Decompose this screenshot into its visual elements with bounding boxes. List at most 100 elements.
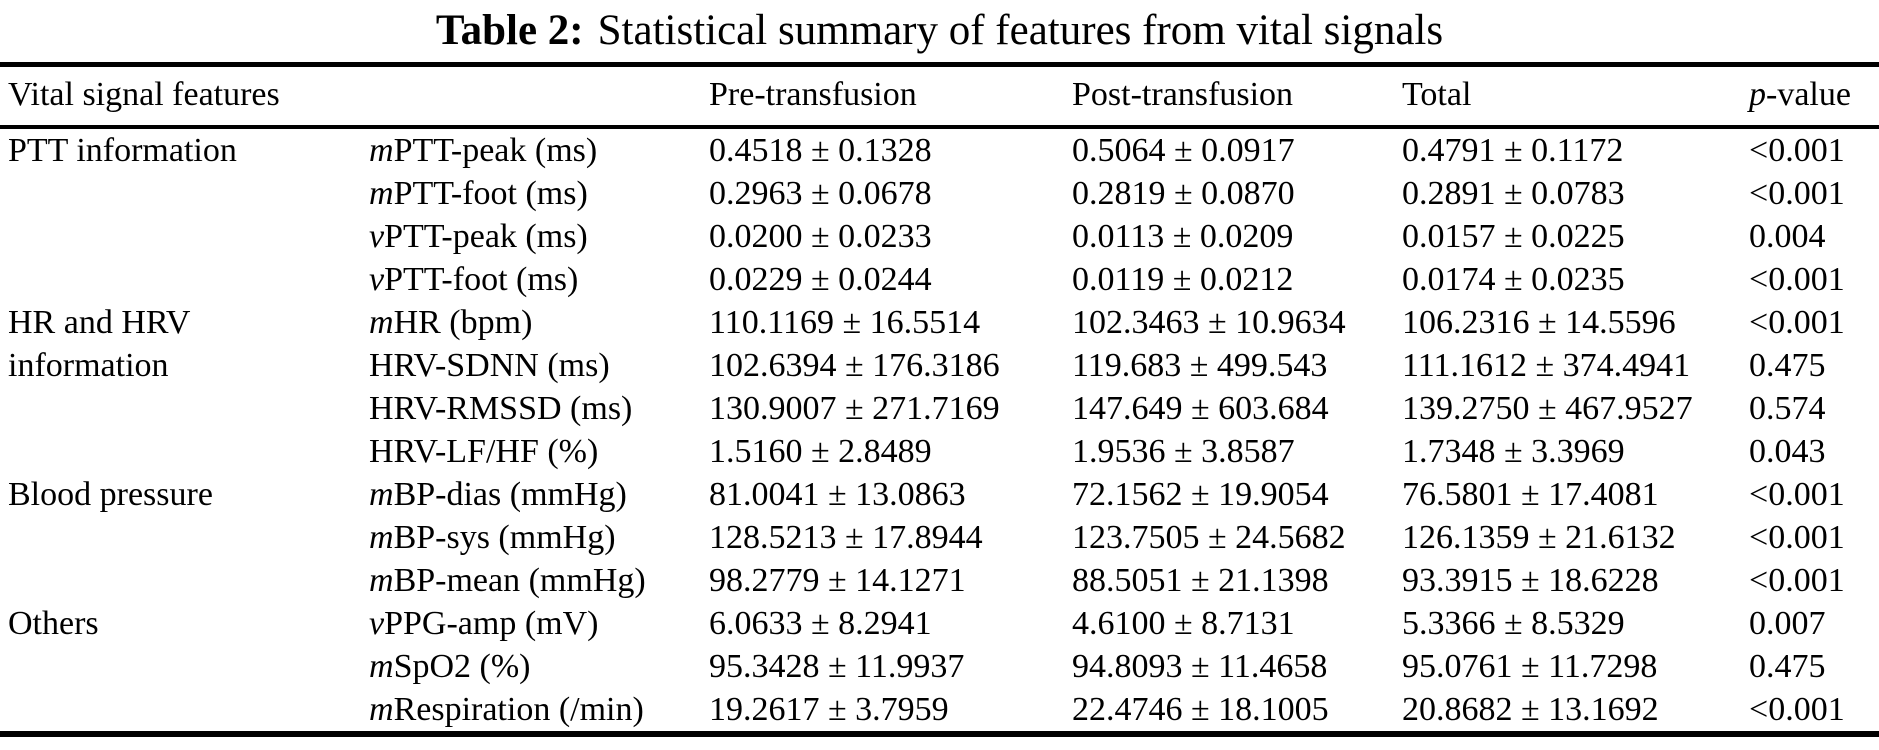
header-p-value-prefix: p <box>1749 76 1767 113</box>
feature-prefix: v <box>369 218 385 255</box>
total-cell: 5.3366 ± 8.5329 <box>1402 605 1625 642</box>
post-transfusion-cell: 72.1562 ± 19.9054 <box>1072 476 1329 513</box>
group-cell <box>0 645 369 688</box>
feature-cell: HRV-SDNN (ms) <box>369 344 709 387</box>
post-transfusion-cell: 94.8093 ± 11.4658 <box>1072 648 1328 685</box>
pre-transfusion-cell: 0.4518 ± 0.1328 <box>709 132 932 169</box>
group-cell <box>0 559 369 602</box>
feature-name: PTT-peak (ms) <box>393 132 598 169</box>
feature-name: SpO2 (%) <box>393 648 531 685</box>
feature-name: HR (bpm) <box>393 304 533 341</box>
pre-transfusion-cell: 95.3428 ± 11.9937 <box>709 648 965 685</box>
post-transfusion-cell: 0.5064 ± 0.0917 <box>1072 132 1295 169</box>
total-cell: 0.0174 ± 0.0235 <box>1402 261 1625 298</box>
feature-prefix: m <box>369 476 394 513</box>
header-total: Total <box>1402 62 1750 129</box>
group-cell: Blood pressure <box>8 476 213 513</box>
feature-cell: mSpO2 (%) <box>369 645 709 688</box>
p-value-cell: 0.004 <box>1749 218 1826 255</box>
p-value-cell: <0.001 <box>1749 519 1845 556</box>
pre-transfusion-cell: 102.6394 ± 176.3186 <box>709 347 1000 384</box>
pre-transfusion-cell: 0.0229 ± 0.0244 <box>709 261 932 298</box>
vital-signals-table: Vital signal features Pre-transfusion Po… <box>0 62 1879 737</box>
feature-cell: vPPG-amp (mV) <box>369 602 709 645</box>
post-transfusion-cell: 123.7505 ± 24.5682 <box>1072 519 1346 556</box>
pre-transfusion-cell: 1.5160 ± 2.8489 <box>709 433 932 470</box>
feature-name: PTT-foot (ms) <box>393 175 588 212</box>
pre-transfusion-cell: 6.0633 ± 8.2941 <box>709 605 932 642</box>
table-row: mSpO2 (%) 95.3428 ± 11.9937 94.8093 ± 11… <box>0 645 1879 688</box>
post-transfusion-cell: 4.6100 ± 8.7131 <box>1072 605 1295 642</box>
p-value-cell: <0.001 <box>1749 132 1845 169</box>
p-value-cell: <0.001 <box>1749 691 1845 728</box>
pre-transfusion-cell: 110.1169 ± 16.5514 <box>709 304 981 341</box>
pre-transfusion-cell: 0.2963 ± 0.0678 <box>709 175 932 212</box>
post-transfusion-cell: 88.5051 ± 21.1398 <box>1072 562 1329 599</box>
feature-cell: mPTT-peak (ms) <box>369 127 709 172</box>
group-cell: Others <box>8 605 99 642</box>
post-transfusion-cell: 0.0119 ± 0.0212 <box>1072 261 1294 298</box>
post-transfusion-cell: 0.2819 ± 0.0870 <box>1072 175 1295 212</box>
post-transfusion-cell: 1.9536 ± 3.8587 <box>1072 433 1295 470</box>
total-cell: 0.2891 ± 0.0783 <box>1402 175 1625 212</box>
group-cell: PTT information <box>8 132 237 169</box>
total-cell: 95.0761 ± 11.7298 <box>1402 648 1658 685</box>
header-pre-transfusion: Pre-transfusion <box>709 62 1073 129</box>
feature-cell: vPTT-foot (ms) <box>369 258 709 301</box>
header-p-value: p-value <box>1749 62 1879 129</box>
feature-name: PTT-peak (ms) <box>384 218 588 255</box>
pre-transfusion-cell: 81.0041 ± 13.0863 <box>709 476 966 513</box>
group-cell <box>0 387 369 430</box>
group-cell: information <box>8 347 169 384</box>
total-cell: 76.5801 ± 17.4081 <box>1402 476 1659 513</box>
feature-cell: mBP-sys (mmHg) <box>369 516 709 559</box>
total-cell: 20.8682 ± 13.1692 <box>1402 691 1659 728</box>
p-value-cell: <0.001 <box>1749 304 1845 341</box>
post-transfusion-cell: 0.0113 ± 0.0209 <box>1072 218 1294 255</box>
feature-cell: mBP-dias (mmHg) <box>369 473 709 516</box>
pre-transfusion-cell: 98.2779 ± 14.1271 <box>709 562 966 599</box>
total-cell: 0.0157 ± 0.0225 <box>1402 218 1625 255</box>
post-transfusion-cell: 22.4746 ± 18.1005 <box>1072 691 1329 728</box>
feature-cell: HRV-RMSSD (ms) <box>369 387 709 430</box>
total-cell: 106.2316 ± 14.5596 <box>1402 304 1676 341</box>
table-body: PTT information mPTT-peak (ms) 0.4518 ± … <box>0 127 1879 734</box>
table-row: vPTT-peak (ms) 0.0200 ± 0.0233 0.0113 ± … <box>0 215 1879 258</box>
p-value-cell: <0.001 <box>1749 562 1845 599</box>
header-vital-signal-features: Vital signal features <box>0 62 710 129</box>
feature-name: BP-dias (mmHg) <box>393 476 627 513</box>
p-value-cell: 0.475 <box>1749 648 1826 685</box>
p-value-cell: 0.043 <box>1749 433 1826 470</box>
p-value-cell: 0.574 <box>1749 390 1826 427</box>
table-row: information HRV-SDNN (ms) 102.6394 ± 176… <box>0 344 1879 387</box>
feature-cell: vPTT-peak (ms) <box>369 215 709 258</box>
group-cell: HR and HRV <box>8 304 191 341</box>
header-p-value-suffix: -value <box>1766 76 1851 113</box>
group-cell <box>0 258 369 301</box>
feature-prefix: m <box>369 175 394 212</box>
table-row: HRV-LF/HF (%) 1.5160 ± 2.8489 1.9536 ± 3… <box>0 430 1879 473</box>
total-cell: 139.2750 ± 467.9527 <box>1402 390 1693 427</box>
feature-prefix: m <box>369 132 394 169</box>
total-cell: 1.7348 ± 3.3969 <box>1402 433 1625 470</box>
pre-transfusion-cell: 0.0200 ± 0.0233 <box>709 218 932 255</box>
table-row: Others vPPG-amp (mV) 6.0633 ± 8.2941 4.6… <box>0 602 1879 645</box>
feature-cell: mRespiration (/min) <box>369 688 709 734</box>
feature-prefix: v <box>369 261 385 298</box>
total-cell: 126.1359 ± 21.6132 <box>1402 519 1676 556</box>
feature-name: PPG-amp (mV) <box>384 605 599 642</box>
post-transfusion-cell: 102.3463 ± 10.9634 <box>1072 304 1346 341</box>
feature-name: PTT-foot (ms) <box>384 261 579 298</box>
feature-cell: mHR (bpm) <box>369 301 709 344</box>
feature-prefix: m <box>369 304 394 341</box>
table-caption-number: Table 2: <box>435 7 584 54</box>
p-value-cell: <0.001 <box>1749 261 1845 298</box>
feature-name: BP-sys (mmHg) <box>393 519 616 556</box>
feature-cell: mPTT-foot (ms) <box>369 172 709 215</box>
feature-prefix: m <box>369 648 394 685</box>
feature-name: Respiration (/min) <box>393 691 644 728</box>
table-row: Blood pressure mBP-dias (mmHg) 81.0041 ±… <box>0 473 1879 516</box>
table-row: mRespiration (/min) 19.2617 ± 3.7959 22.… <box>0 688 1879 734</box>
feature-prefix: m <box>369 562 394 599</box>
